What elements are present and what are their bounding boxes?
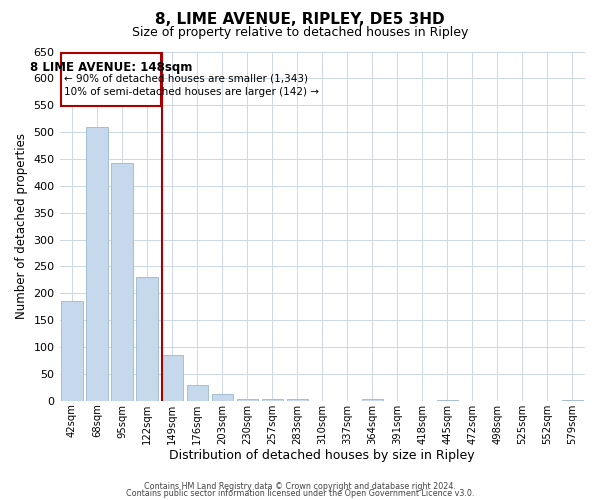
Text: Contains public sector information licensed under the Open Government Licence v3: Contains public sector information licen…: [126, 489, 474, 498]
Text: 8, LIME AVENUE, RIPLEY, DE5 3HD: 8, LIME AVENUE, RIPLEY, DE5 3HD: [155, 12, 445, 28]
Bar: [161, 355, 183, 401]
Text: Contains HM Land Registry data © Crown copyright and database right 2024.: Contains HM Land Registry data © Crown c…: [144, 482, 456, 491]
Bar: [212, 394, 233, 401]
Bar: [262, 399, 283, 401]
Bar: [61, 302, 83, 401]
Text: Size of property relative to detached houses in Ripley: Size of property relative to detached ho…: [132, 26, 468, 39]
X-axis label: Distribution of detached houses by size in Ripley: Distribution of detached houses by size …: [169, 450, 475, 462]
Bar: [236, 398, 258, 401]
Bar: [437, 400, 458, 401]
Bar: [112, 162, 133, 401]
Text: ← 90% of detached houses are smaller (1,343): ← 90% of detached houses are smaller (1,…: [64, 74, 308, 84]
Y-axis label: Number of detached properties: Number of detached properties: [15, 133, 28, 319]
Text: 8 LIME AVENUE: 148sqm: 8 LIME AVENUE: 148sqm: [29, 61, 192, 74]
FancyBboxPatch shape: [61, 52, 161, 106]
Bar: [86, 126, 108, 401]
Text: 10% of semi-detached houses are larger (142) →: 10% of semi-detached houses are larger (…: [64, 87, 319, 97]
Bar: [562, 400, 583, 401]
Bar: [287, 399, 308, 401]
Bar: [187, 384, 208, 401]
Bar: [362, 399, 383, 401]
Bar: [136, 277, 158, 401]
